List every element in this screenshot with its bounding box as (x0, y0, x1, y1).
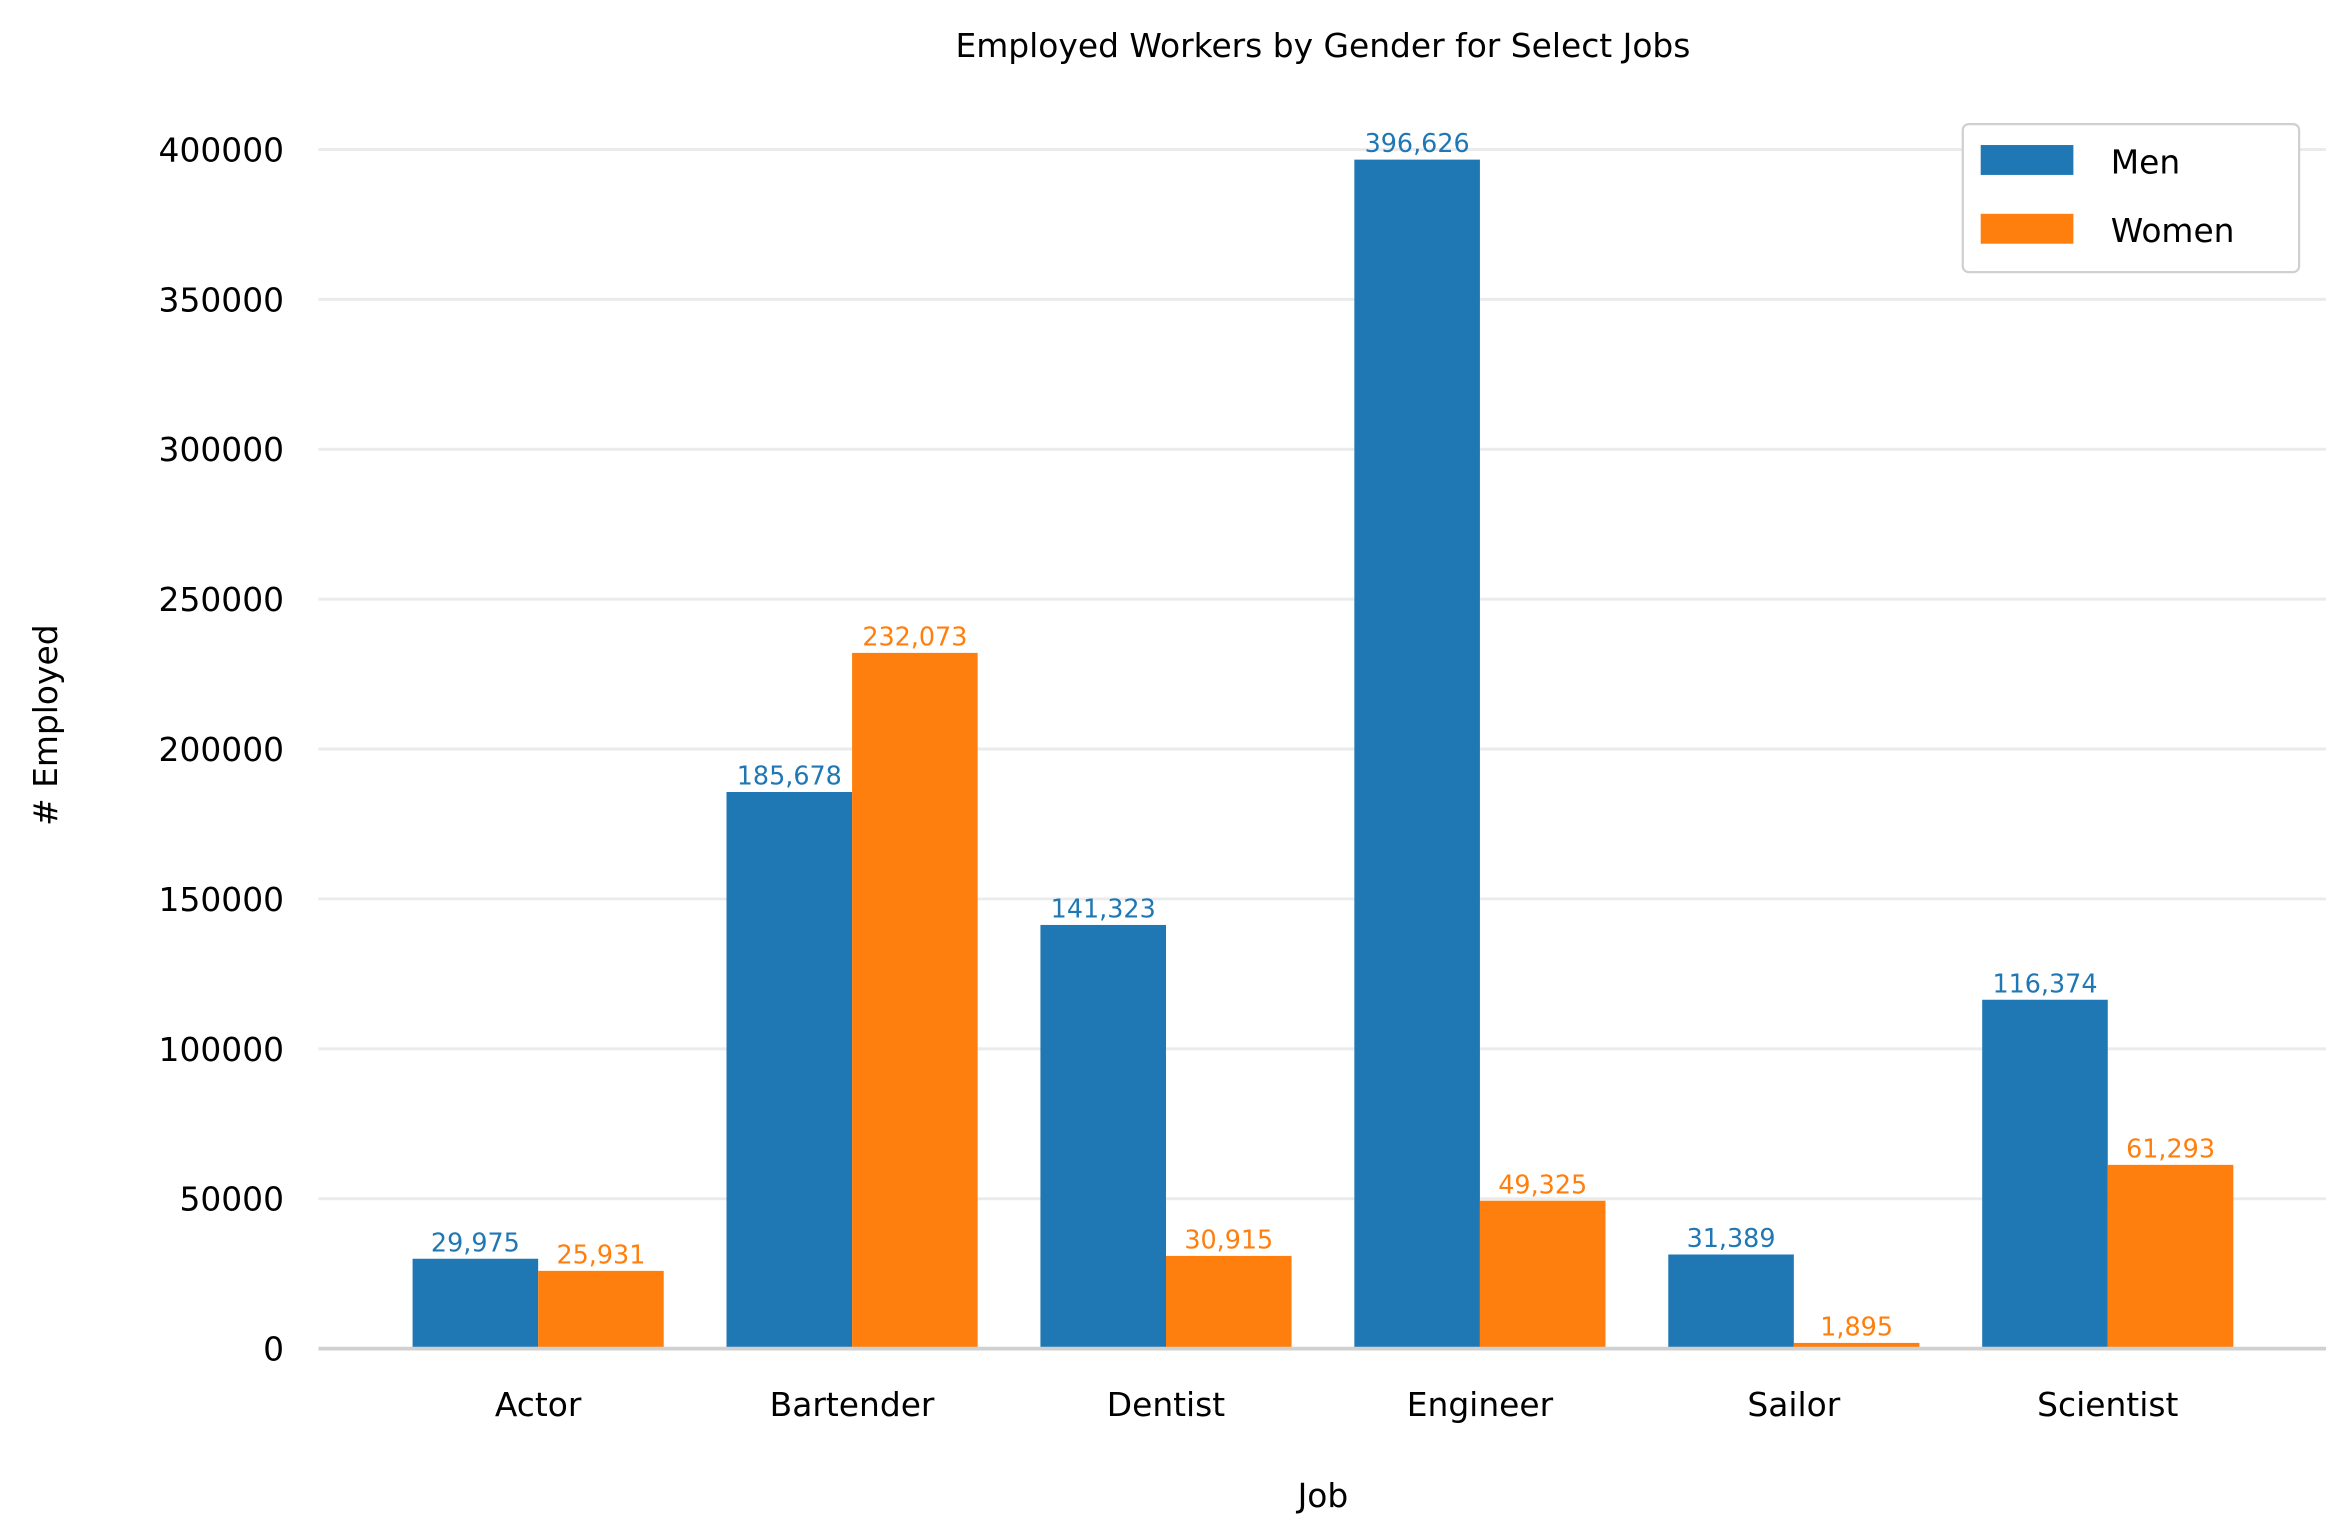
data-label: 61,293 (2126, 1133, 2215, 1163)
bar-women-sailor (1793, 1342, 1920, 1349)
data-label: 116,374 (1992, 968, 2097, 998)
bar-women-engineer (1479, 1200, 1606, 1349)
legend-label-women: Women (2111, 211, 2235, 250)
y-axis-ticks: 0 50000 100000 150000 200000 250000 300000 3500… (159, 130, 284, 1368)
data-label: 30,915 (1184, 1224, 1273, 1254)
y-tick-label: 200000 (159, 730, 284, 769)
x-axis-ticks: Actor Bartender Dentist Engineer Sailor Scien… (495, 1385, 2179, 1424)
x-tick-label: Scientist (2037, 1385, 2178, 1424)
bar-women-actor (538, 1270, 664, 1349)
y-tick-label: 350000 (159, 280, 284, 319)
bar-women-bartender (852, 652, 978, 1349)
bar-men-engineer (1354, 159, 1480, 1349)
bar-men-sailor (1668, 1254, 1794, 1349)
y-tick-label: 50000 (179, 1180, 284, 1219)
chart-title: Employed Workers by Gender for Select Jo… (955, 26, 1690, 65)
data-label: 31,389 (1687, 1223, 1776, 1253)
legend: Men Women (1961, 122, 2301, 274)
legend-label-men: Men (2111, 142, 2180, 181)
bars: 29,975 25,931 185,678 232,073 141,323 30,915 3… (412, 128, 2234, 1349)
bar-men-actor (412, 1258, 539, 1349)
x-tick-label: Engineer (1407, 1385, 1554, 1424)
y-tick-label: 250000 (159, 580, 284, 619)
bar-men-dentist (1040, 924, 1166, 1349)
y-tick-label: 0 (263, 1330, 284, 1369)
y-axis-label: # Employed (26, 624, 65, 825)
grid-lines (318, 148, 2327, 1201)
data-label: 49,325 (1498, 1169, 1587, 1199)
data-label: 1,895 (1820, 1311, 1893, 1341)
bar-women-scientist (2107, 1164, 2234, 1349)
data-label: 232,073 (862, 621, 967, 651)
x-tick-label: Dentist (1107, 1385, 1226, 1424)
x-tick-label: Sailor (1747, 1385, 1840, 1424)
bar-women-dentist (1166, 1255, 1292, 1349)
bar-men-scientist (1982, 999, 2108, 1349)
data-label: 185,678 (737, 761, 842, 791)
x-tick-label: Actor (495, 1385, 582, 1424)
data-label: 29,975 (431, 1227, 520, 1257)
data-label: 396,626 (1365, 128, 1470, 158)
y-tick-label: 300000 (159, 430, 284, 469)
x-axis-label: Job (1296, 1476, 1349, 1515)
x-tick-label: Bartender (770, 1385, 935, 1424)
legend-swatch-women (1980, 213, 2074, 244)
data-label: 141,323 (1051, 893, 1156, 923)
y-tick-label: 100000 (159, 1030, 284, 1069)
data-label: 25,931 (556, 1239, 645, 1269)
y-tick-label: 400000 (159, 130, 284, 169)
y-tick-label: 150000 (159, 880, 284, 919)
bar-men-bartender (726, 791, 853, 1349)
legend-swatch-men (1980, 145, 2074, 175)
